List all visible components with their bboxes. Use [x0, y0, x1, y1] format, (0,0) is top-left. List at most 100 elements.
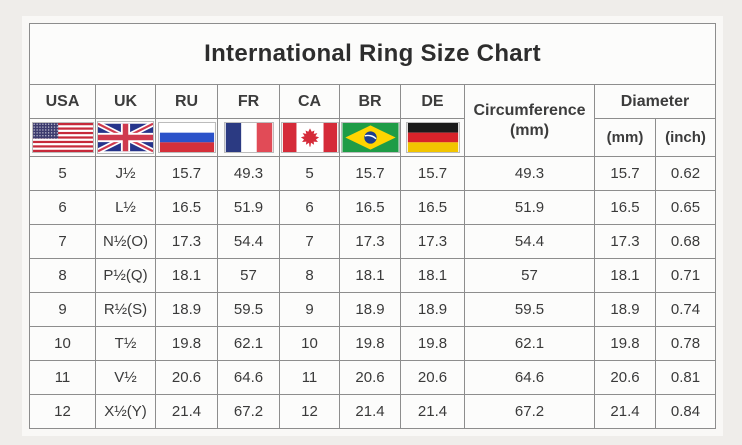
cell-ru: 20.6	[155, 360, 218, 395]
cell-uk: V½	[95, 360, 156, 395]
cell-diameter-mm: 16.5	[594, 190, 656, 225]
col-header-ca: CA	[279, 84, 340, 119]
cell-ru: 15.7	[155, 156, 218, 191]
cell-fr: 64.6	[217, 360, 280, 395]
fr-flag-cell	[217, 118, 280, 157]
cell-diameter-mm: 17.3	[594, 224, 656, 259]
table-row: 9 R½(S) 18.9 59.5 9 18.9 18.9 59.5 18.9 0.74	[29, 292, 716, 327]
ca-flag-cell	[279, 118, 340, 157]
cell-diameter-mm: 18.1	[594, 258, 656, 293]
cell-ru: 18.1	[155, 258, 218, 293]
table-row: 12 X½(Y) 21.4 67.2 12 21.4 21.4 67.2 21.4 0.84	[29, 394, 716, 429]
cell-ca: 8	[279, 258, 340, 293]
de-flag-icon	[407, 123, 458, 152]
cell-uk: L½	[95, 190, 156, 225]
cell-fr: 51.9	[217, 190, 280, 225]
cell-ca: 7	[279, 224, 340, 259]
cell-diameter-mm: 18.9	[594, 292, 656, 327]
ru-flag-icon	[159, 123, 214, 152]
cell-de: 21.4	[400, 394, 465, 429]
col-header-circumference: Circumference (mm)	[464, 84, 595, 157]
cell-uk: N½(O)	[95, 224, 156, 259]
cell-de: 18.9	[400, 292, 465, 327]
circumference-unit: (mm)	[509, 121, 550, 139]
cell-br: 21.4	[339, 394, 401, 429]
cell-br: 15.7	[339, 156, 401, 191]
cell-ru: 17.3	[155, 224, 218, 259]
table-row: 6 L½ 16.5 51.9 6 16.5 16.5 51.9 16.5 0.65	[29, 190, 716, 225]
ru-flag-cell	[155, 118, 218, 157]
cell-diameter-mm: 19.8	[594, 326, 656, 361]
cell-de: 20.6	[400, 360, 465, 395]
cell-diameter-mm: 21.4	[594, 394, 656, 429]
flag-header-row: (mm) (inch)	[29, 118, 716, 157]
cell-ca: 11	[279, 360, 340, 395]
cell-fr: 67.2	[217, 394, 280, 429]
cell-usa: 10	[29, 326, 96, 361]
chart-title: International Ring Size Chart	[29, 23, 716, 85]
table-row: 7 N½(O) 17.3 54.4 7 17.3 17.3 54.4 17.3 0.68	[29, 224, 716, 259]
cell-circumference-mm: 64.6	[464, 360, 595, 395]
table-body: 5 J½ 15.7 49.3 5 15.7 15.7 49.3 15.7 0.62 6 L½ 16.5 5…	[29, 156, 716, 429]
cell-diameter-inch: 0.78	[655, 326, 716, 361]
de-flag-cell	[400, 118, 465, 157]
table-row: 10 T½ 19.8 62.1 10 19.8 19.8 62.1 19.8 0.78	[29, 326, 716, 361]
cell-ru: 21.4	[155, 394, 218, 429]
cell-usa: 12	[29, 394, 96, 429]
cell-br: 16.5	[339, 190, 401, 225]
cell-diameter-mm: 20.6	[594, 360, 656, 395]
cell-diameter-mm: 15.7	[594, 156, 656, 191]
cell-ca: 10	[279, 326, 340, 361]
cell-usa: 6	[29, 190, 96, 225]
cell-de: 16.5	[400, 190, 465, 225]
country-header-row: USA UK RU FR CA BR DE Circumference (mm)…	[29, 84, 716, 157]
cell-usa: 11	[29, 360, 96, 395]
col-header-ru: RU	[155, 84, 218, 119]
usa-flag-icon	[32, 123, 93, 152]
table-row: 8 P½(Q) 18.1 57 8 18.1 18.1 57 18.1 0.71	[29, 258, 716, 293]
cell-uk: P½(Q)	[95, 258, 156, 293]
cell-ru: 19.8	[155, 326, 218, 361]
cell-circumference-mm: 57	[464, 258, 595, 293]
cell-br: 20.6	[339, 360, 401, 395]
cell-ca: 6	[279, 190, 340, 225]
cell-ca: 12	[279, 394, 340, 429]
cell-diameter-inch: 0.71	[655, 258, 716, 293]
diameter-unit-mm: (mm)	[594, 118, 656, 157]
cell-circumference-mm: 62.1	[464, 326, 595, 361]
cell-br: 17.3	[339, 224, 401, 259]
cell-fr: 49.3	[217, 156, 280, 191]
cell-diameter-inch: 0.68	[655, 224, 716, 259]
usa-flag-cell	[29, 118, 96, 157]
cell-diameter-inch: 0.81	[655, 360, 716, 395]
cell-uk: T½	[95, 326, 156, 361]
uk-flag-cell	[95, 118, 156, 157]
diameter-unit-inch: (inch)	[655, 118, 716, 157]
col-header-br: BR	[339, 84, 401, 119]
cell-circumference-mm: 67.2	[464, 394, 595, 429]
cell-usa: 5	[29, 156, 96, 191]
uk-flag-icon	[98, 122, 153, 153]
cell-uk: J½	[95, 156, 156, 191]
cell-de: 18.1	[400, 258, 465, 293]
cell-uk: X½(Y)	[95, 394, 156, 429]
cell-fr: 62.1	[217, 326, 280, 361]
cell-uk: R½(S)	[95, 292, 156, 327]
cell-diameter-inch: 0.74	[655, 292, 716, 327]
br-flag-cell	[339, 118, 401, 157]
cell-ca: 9	[279, 292, 340, 327]
title-row: International Ring Size Chart	[29, 23, 716, 85]
cell-diameter-inch: 0.62	[655, 156, 716, 191]
cell-fr: 54.4	[217, 224, 280, 259]
cell-de: 15.7	[400, 156, 465, 191]
cell-fr: 59.5	[217, 292, 280, 327]
col-header-de: DE	[400, 84, 465, 119]
br-flag-icon	[341, 123, 399, 152]
cell-circumference-mm: 51.9	[464, 190, 595, 225]
cell-diameter-inch: 0.84	[655, 394, 716, 429]
col-header-usa: USA	[29, 84, 96, 119]
cell-circumference-mm: 54.4	[464, 224, 595, 259]
ring-size-chart: International Ring Size Chart USA UK RU …	[29, 23, 716, 429]
cell-ru: 18.9	[155, 292, 218, 327]
circumference-label: Circumference	[473, 101, 586, 119]
